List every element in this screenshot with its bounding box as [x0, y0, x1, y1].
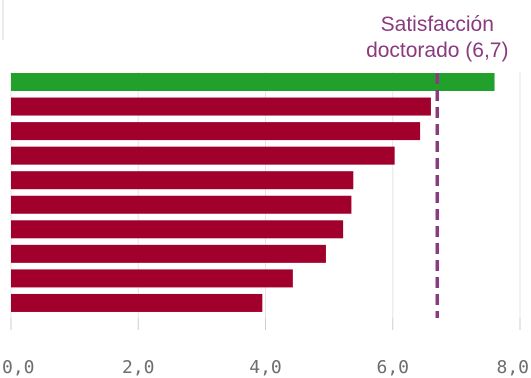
bar-3 — [11, 146, 395, 165]
reference-line-label-line2: doctorado (6,7) — [366, 39, 508, 62]
bar-1 — [11, 97, 431, 116]
reference-line-label-line1: Satisfacción — [381, 13, 494, 36]
bar-5 — [11, 195, 352, 214]
bar-7 — [11, 244, 326, 263]
bar-9 — [11, 293, 263, 312]
x-tick-label-3: 6,0 — [376, 357, 409, 378]
bar-4 — [11, 171, 354, 190]
x-tick-label-1: 2,0 — [122, 357, 155, 378]
x-tick-label-0: 0,0 — [2, 357, 35, 378]
reference-line-group: Satisfacción doctorado (6,7) — [366, 13, 508, 318]
x-axis-ticks: 0,0 2,0 4,0 6,0 8,0 — [2, 357, 529, 378]
bars — [11, 73, 495, 312]
x-tick-label-4: 8,0 — [496, 357, 529, 378]
bar-0 — [11, 73, 495, 91]
x-tick-label-2: 4,0 — [249, 357, 282, 378]
bar-8 — [11, 269, 293, 288]
bar-6 — [11, 220, 344, 239]
bar-2 — [11, 122, 421, 141]
